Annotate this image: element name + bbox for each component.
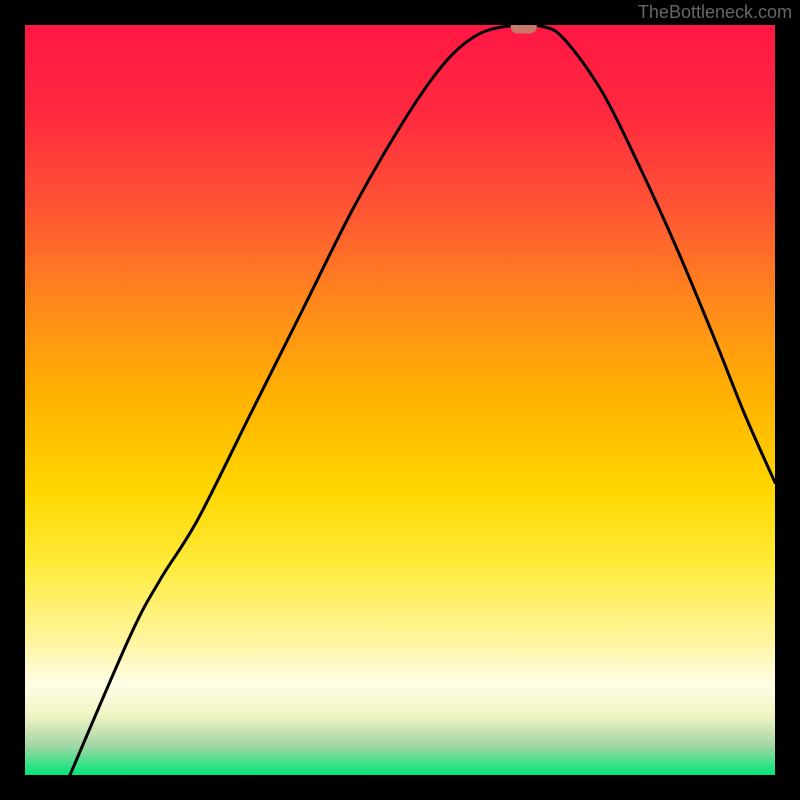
bottleneck-curve: [25, 25, 775, 775]
plot-area: [25, 25, 775, 775]
optimal-marker: [511, 25, 537, 34]
watermark-text: TheBottleneck.com: [638, 2, 792, 23]
